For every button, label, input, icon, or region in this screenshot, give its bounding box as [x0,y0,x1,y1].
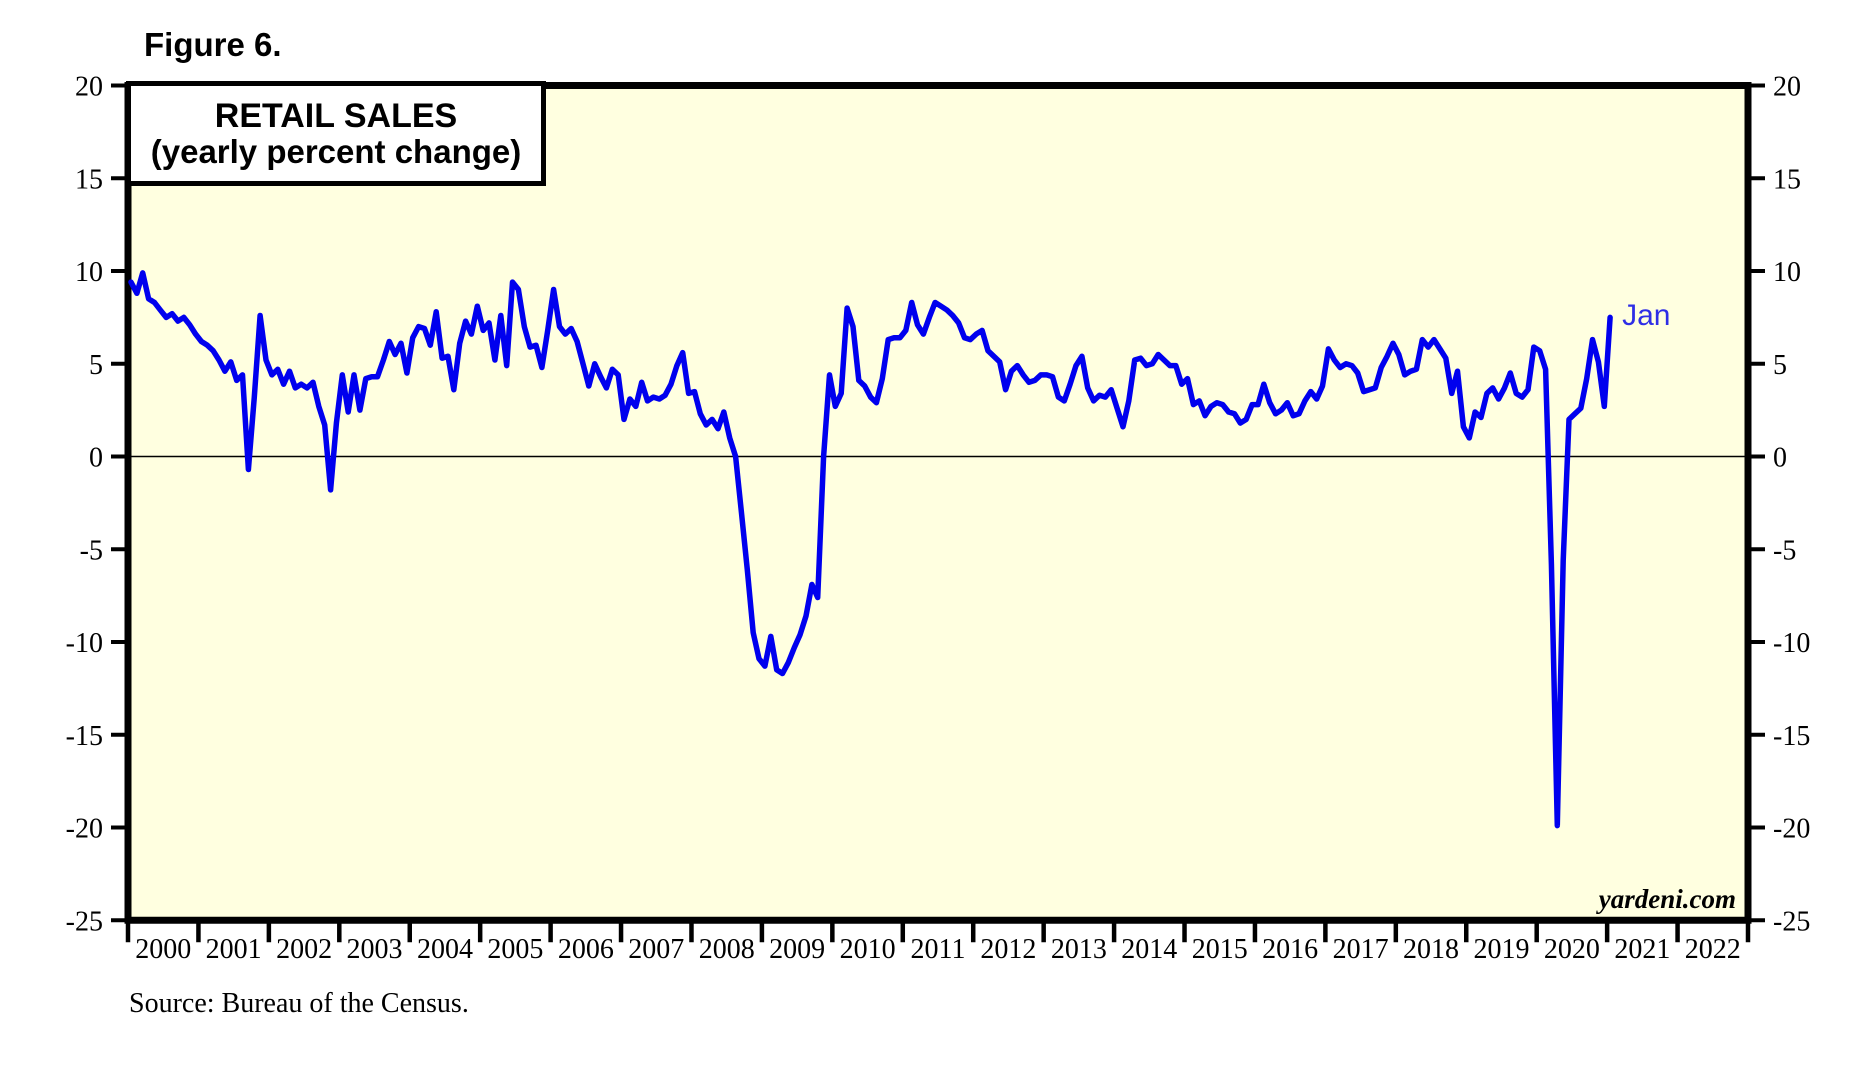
chart-title: RETAIL SALES [214,97,458,135]
x-axis-year-label: 2001 [206,934,262,965]
x-axis-year-label: 2019 [1473,934,1529,965]
x-axis-year-label: 2010 [840,934,896,965]
y-axis-label-left: 0 [89,443,103,474]
y-axis-label-right: 5 [1773,350,1787,381]
y-axis-label-right: 0 [1773,443,1787,474]
y-axis-label-right: -10 [1773,628,1810,659]
source-note: Source: Bureau of the Census. [129,988,469,1019]
x-axis-year-label: 2020 [1544,934,1600,965]
x-axis-year-label: 2008 [699,934,755,965]
y-axis-label-left: -10 [66,628,103,659]
y-axis-label-left: -15 [66,721,103,752]
x-axis-year-label: 2011 [911,934,966,965]
chart-subtitle: (yearly percent change) [150,133,522,170]
x-axis-year-label: 2012 [980,934,1036,965]
plot-area [124,82,1752,924]
retail-sales-line [128,270,1613,829]
x-axis-year-label: 2013 [1051,934,1107,965]
last-point-label: Jan [1622,299,1671,333]
chart-title-box: RETAIL SALES (yearly percent change) [126,81,546,186]
yardeni-watermark: yardeni.com [1598,884,1736,914]
y-axis-label-left: -25 [66,906,103,937]
y-axis-label-left: -5 [80,535,103,566]
y-axis-label-left: 15 [75,164,103,195]
x-axis-year-label: 2006 [558,934,614,965]
y-axis-label-left: -20 [66,814,103,845]
x-axis-year-label: 2016 [1262,934,1318,965]
y-axis-label-left: 20 [75,72,103,103]
x-axis-year-label: 2014 [1121,934,1177,965]
y-axis-label-left: 10 [75,257,103,288]
x-axis-year-label: 2004 [417,934,473,965]
y-axis-label-right: -15 [1773,721,1810,752]
x-axis-year-label: 2015 [1192,934,1248,965]
y-axis-label-left: 5 [89,350,103,381]
figure-number: Figure 6. [144,26,282,63]
x-axis-year-label: 2002 [276,934,332,965]
x-axis-year-label: 2021 [1614,934,1670,965]
x-axis-year-label: 2009 [769,934,825,965]
y-axis-label-right: 10 [1773,257,1801,288]
x-axis-year-label: 2007 [628,934,684,965]
y-axis-label-right: -25 [1773,906,1810,937]
x-axis-year-label: 2005 [487,934,543,965]
y-axis-label-right: 15 [1773,164,1801,195]
x-axis-year-label: 2000 [135,934,191,965]
y-axis-label-right: 20 [1773,72,1801,103]
y-axis-label-right: -5 [1773,535,1796,566]
x-axis-year-label: 2022 [1685,934,1741,965]
x-axis-year-label: 2003 [347,934,403,965]
y-axis-label-right: -20 [1773,814,1810,845]
x-axis-year-label: 2018 [1403,934,1459,965]
x-axis-year-label: 2017 [1333,934,1389,965]
